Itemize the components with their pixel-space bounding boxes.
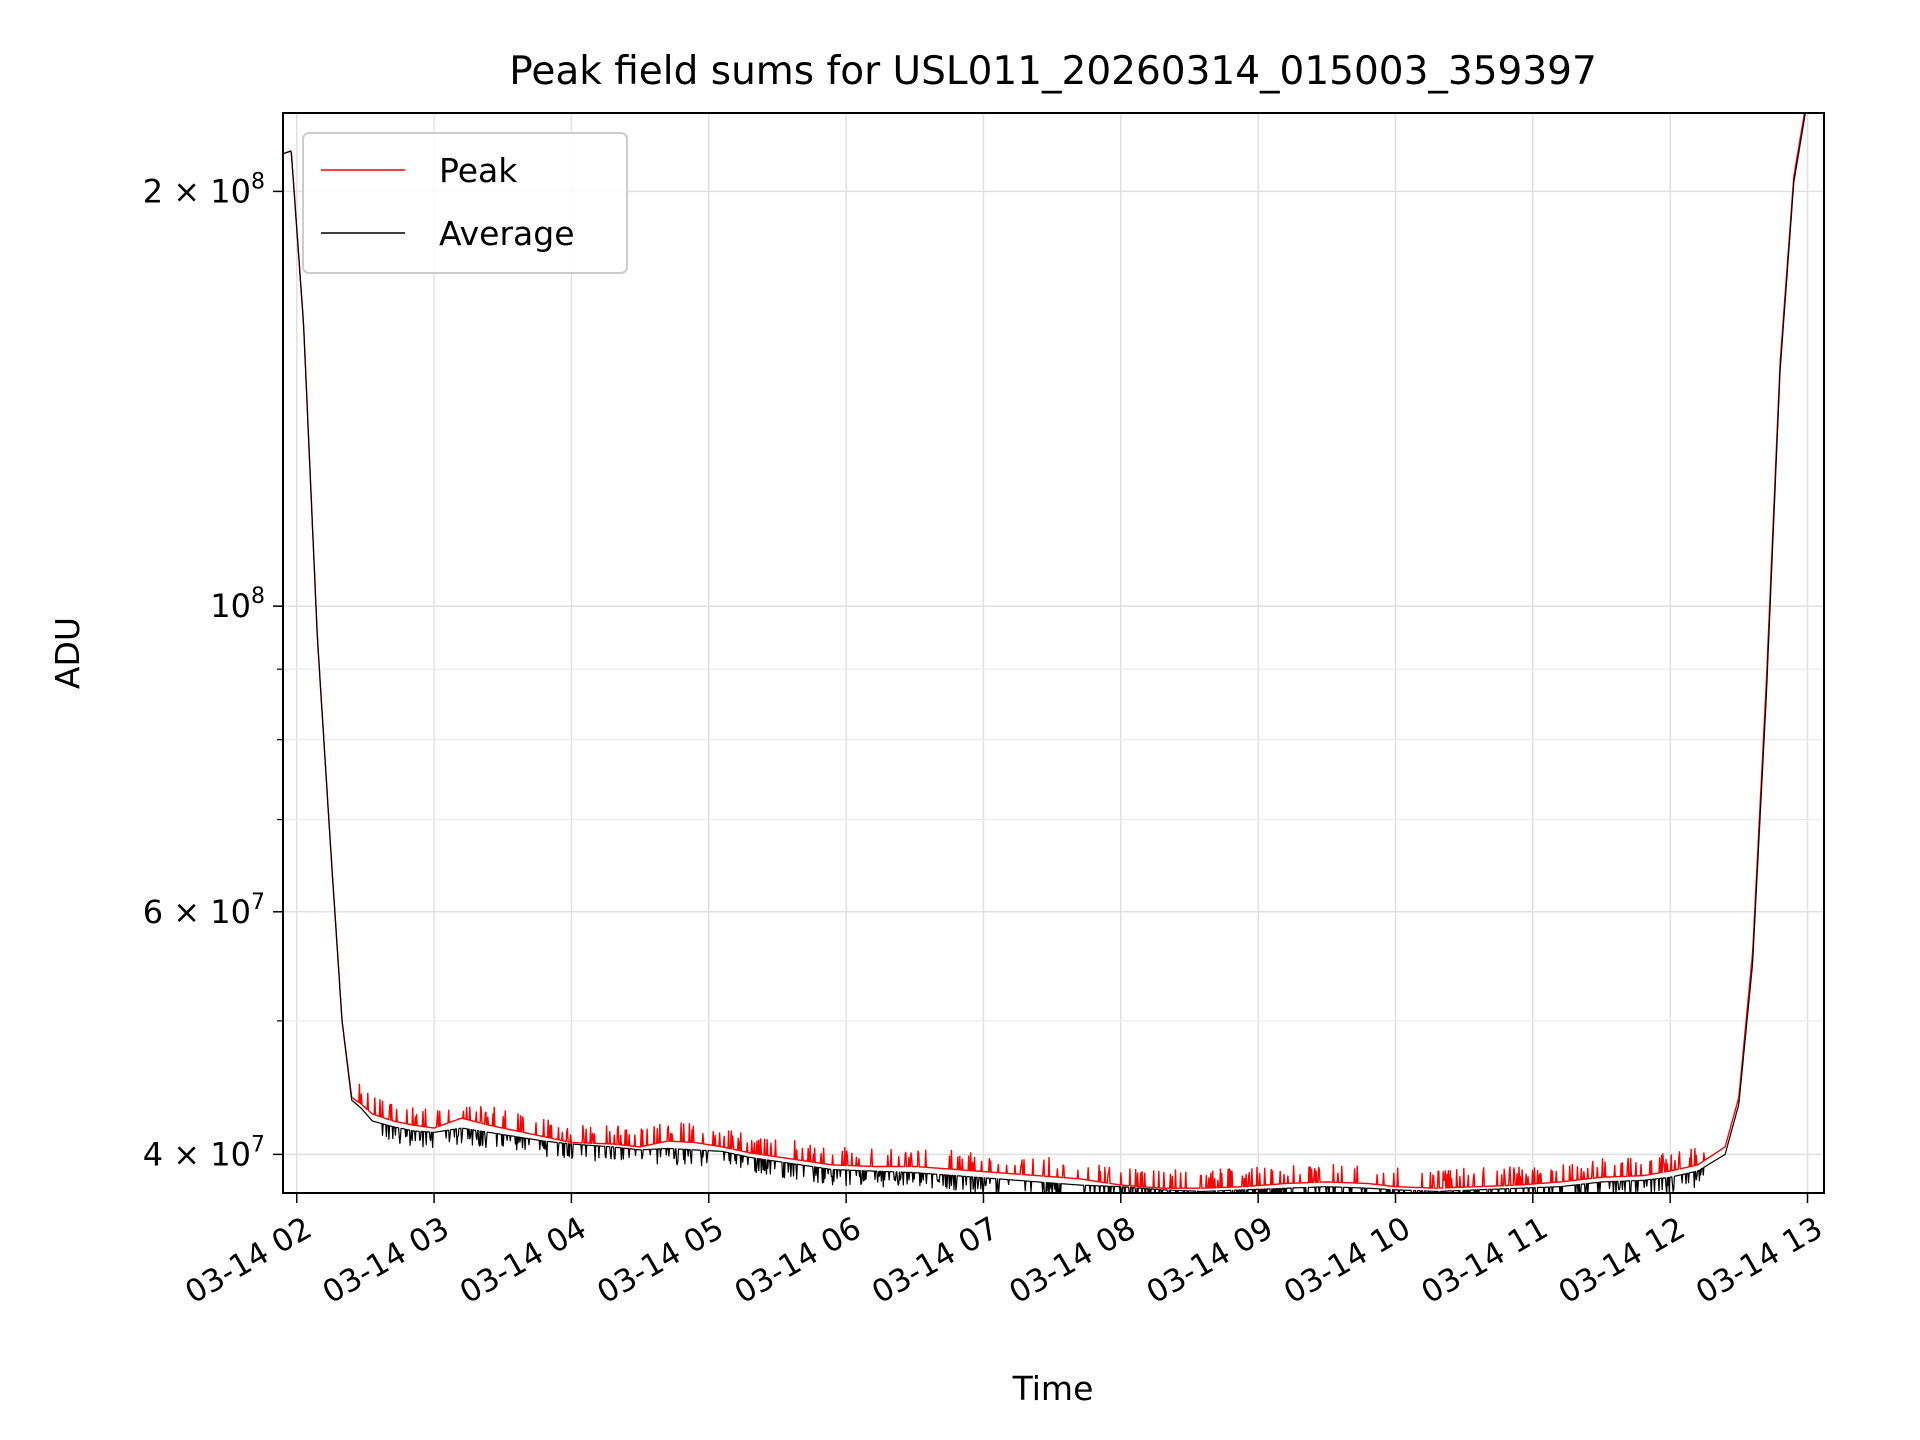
series-layer (283, 113, 1806, 1193)
y-tick-label: 2 × 108 (143, 169, 265, 210)
chart-title: Peak field sums for USL011_20260314_0150… (509, 49, 1597, 94)
legend-label-peak: Peak (439, 151, 518, 190)
series-line-average (283, 113, 1806, 1193)
x-axis-label: Time (1012, 1369, 1094, 1408)
y-tick-label: 6 × 107 (143, 890, 265, 931)
series-line-peak (283, 113, 1806, 1189)
y-tick-label: 108 (210, 584, 265, 625)
grid (283, 113, 1824, 1193)
y-axis: 4 × 107 6 × 107 108 2 × 108 (143, 169, 283, 1173)
plot-frame (282, 112, 1825, 1194)
y-tick-label: 4 × 107 (143, 1132, 265, 1173)
legend: Peak Average (302, 132, 628, 274)
y-axis-label: ADU (48, 617, 87, 689)
legend-frame (302, 132, 628, 274)
legend-label-average: Average (439, 214, 575, 253)
